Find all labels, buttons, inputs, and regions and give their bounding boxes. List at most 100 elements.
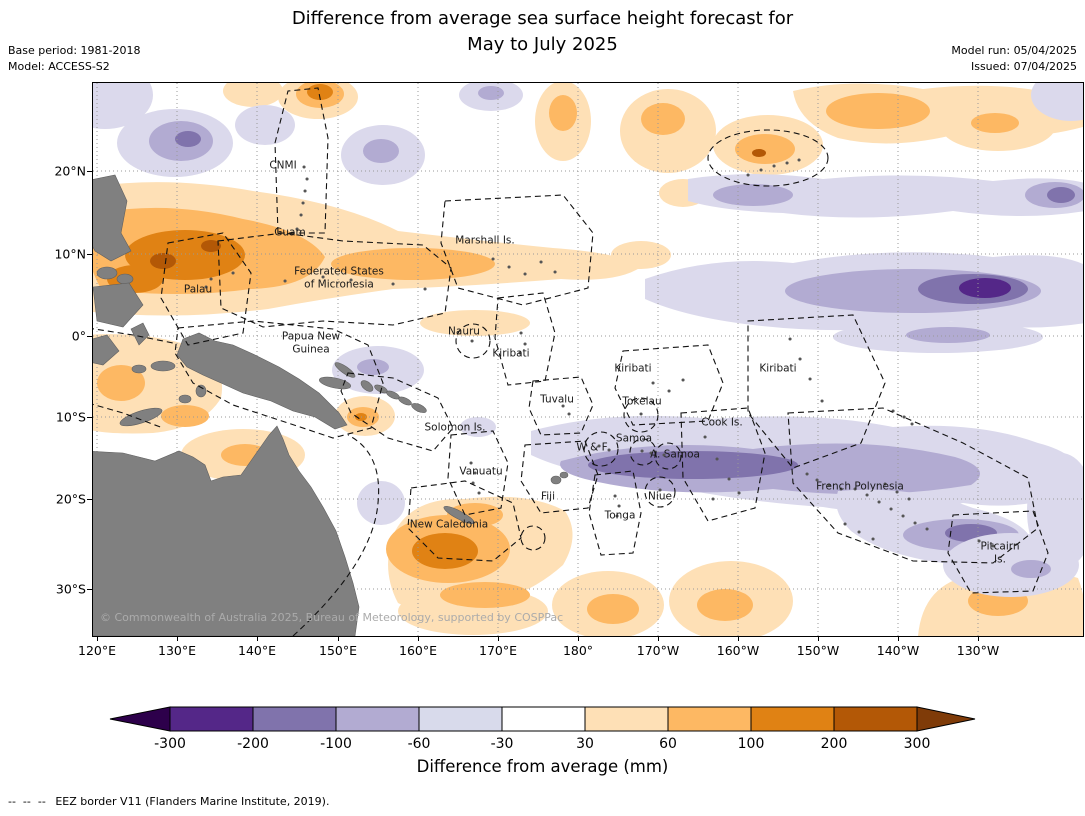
colorbar-label: Difference from average (mm)	[416, 757, 669, 776]
lon-tick-mark	[498, 636, 499, 641]
lat-tick-mark	[87, 589, 92, 590]
lon-tick-label: 150°W	[796, 643, 840, 658]
page-title: Difference from average sea surface heig…	[0, 6, 1085, 58]
eez-note: EEZ border V11 (Flanders Marine Institut…	[55, 795, 330, 808]
positive-anomaly-fields	[93, 83, 1083, 636]
place-label: Nauru	[448, 325, 480, 338]
lon-tick-label: 130°W	[956, 643, 1000, 658]
place-label: Tuvalu	[540, 393, 574, 406]
lon-tick-mark	[578, 636, 579, 641]
negative-anomaly-fields	[93, 83, 1083, 597]
lat-tick-mark	[87, 499, 92, 500]
place-label: Vanuatu	[459, 465, 503, 478]
colorbar	[109, 706, 976, 732]
place-label: A. Samoa	[650, 448, 700, 461]
lon-tick-label: 140°E	[237, 643, 277, 658]
lon-tick-mark	[418, 636, 419, 641]
copyright-note: © Commonwealth of Australia 2025, Bureau…	[100, 611, 564, 624]
lon-tick-label: 140°W	[876, 643, 920, 658]
place-label: New Caledonia	[409, 518, 489, 531]
title-line2: May to July 2025	[467, 34, 618, 56]
lat-tick-mark	[87, 171, 92, 172]
colorbar-segment	[750, 706, 835, 732]
place-label: Kiribati	[759, 362, 797, 375]
eez-borders	[93, 87, 1049, 636]
colorbar-segment	[501, 706, 586, 732]
place-label: Kiribati	[492, 347, 530, 360]
lat-tick-mark	[87, 336, 92, 337]
lon-tick-mark	[97, 636, 98, 641]
lat-tick-label: 30°S	[55, 581, 86, 597]
lon-tick-label: 180°	[562, 643, 594, 658]
place-label: Papua New Guinea	[281, 330, 341, 355]
colorbar-right-arrow	[916, 706, 976, 732]
colorbar-segment	[335, 706, 420, 732]
colorbar-tick-label: -300	[154, 736, 186, 752]
colorbar-tick-label: 100	[737, 736, 765, 752]
title-line1: Difference from average sea surface heig…	[291, 8, 794, 29]
colorbar-tick-label: 200	[820, 736, 848, 752]
place-label: French Polynesia	[816, 480, 904, 493]
meta-right: Model run: 05/04/2025 Issued: 07/04/2025	[951, 43, 1077, 75]
place-label: Solomon Is.	[424, 421, 486, 434]
place-label: Pitcairn Is.	[980, 540, 1020, 565]
colorbar-left-arrow	[109, 706, 171, 732]
lon-tick-mark	[177, 636, 178, 641]
lat-tick-label: 20°N	[54, 163, 86, 179]
colorbar-tick-label: -60	[407, 736, 431, 752]
eez-dash-sample: -- -- --	[8, 795, 46, 808]
colorbar-tick-label: 60	[659, 736, 677, 752]
colorbar-segment	[418, 706, 503, 732]
place-label: Palau	[183, 283, 213, 296]
colorbar-segment	[584, 706, 669, 732]
lon-tick-label: 130°E	[157, 643, 197, 658]
landmasses	[93, 174, 569, 636]
place-label: Tokelau	[622, 395, 662, 408]
lon-tick-mark	[978, 636, 979, 641]
meta-left: Base period: 1981-2018 Model: ACCESS-S2	[8, 43, 140, 75]
colorbar-segment	[833, 706, 918, 732]
model-text: Model: ACCESS-S2	[8, 59, 110, 73]
place-label: Fiji	[540, 490, 556, 503]
lon-tick-label: 160°W	[716, 643, 760, 658]
lon-tick-mark	[818, 636, 819, 641]
colorbar-tick-label: 300	[903, 736, 931, 752]
colorbar-segment	[667, 706, 752, 732]
model-run-text: Model run: 05/04/2025	[951, 44, 1077, 57]
colorbar-tick-labels: -300 -200 -100 -60 -30 30 60 100 200 300	[109, 736, 976, 754]
colorbar-tick-label: -100	[320, 736, 352, 752]
colorbar-tick-label: -200	[237, 736, 269, 752]
lat-tick-label: 20°S	[55, 491, 86, 507]
lon-tick-mark	[898, 636, 899, 641]
colorbar-segment	[169, 706, 254, 732]
lat-tick-mark	[87, 417, 92, 418]
place-label: Guam	[274, 226, 306, 239]
lon-tick-mark	[738, 636, 739, 641]
lat-tick-label: 10°S	[55, 409, 86, 425]
eez-legend: -- -- -- EEZ border V11 (Flanders Marine…	[8, 795, 329, 808]
colorbar-tick-label: 30	[576, 736, 594, 752]
issued-text: Issued: 07/04/2025	[970, 59, 1077, 73]
lon-tick-label: 160°E	[398, 643, 438, 658]
map-graphic	[93, 83, 1083, 636]
lon-tick-label: 170°W	[636, 643, 680, 658]
place-label: Cook Is.	[701, 416, 743, 429]
place-label: Federated States of Micronesia	[294, 265, 384, 290]
base-period-text: Base period: 1981-2018	[8, 44, 141, 57]
colorbar-tick-label: -30	[490, 736, 514, 752]
place-label: Marshall Is.	[455, 234, 515, 247]
lon-tick-label: 150°E	[318, 643, 358, 658]
lon-tick-mark	[257, 636, 258, 641]
place-label: Niue	[648, 490, 672, 503]
place-label: CNMI	[269, 159, 297, 172]
lon-tick-label: 120°E	[77, 643, 117, 658]
place-label: Kiribati	[614, 362, 652, 375]
lon-tick-mark	[338, 636, 339, 641]
place-label: Tonga	[604, 509, 636, 522]
lon-tick-mark	[658, 636, 659, 641]
lat-tick-label: 0°	[71, 328, 86, 344]
lon-tick-label: 170°E	[478, 643, 518, 658]
lat-tick-label: 10°N	[54, 246, 86, 262]
lat-tick-mark	[87, 254, 92, 255]
